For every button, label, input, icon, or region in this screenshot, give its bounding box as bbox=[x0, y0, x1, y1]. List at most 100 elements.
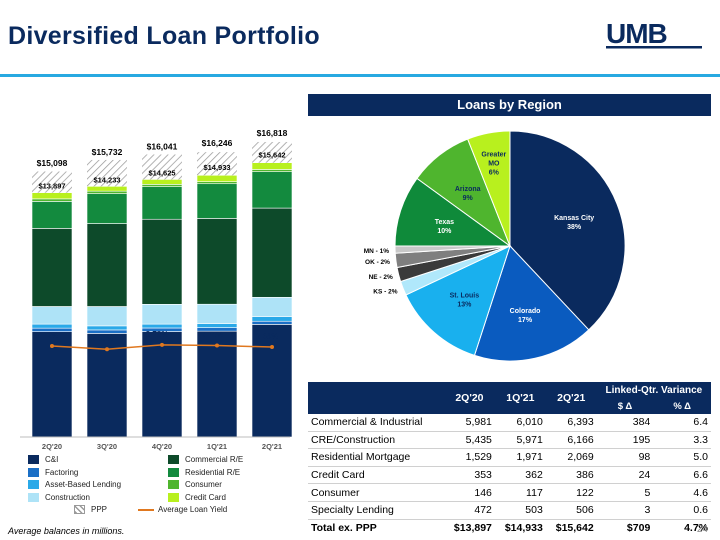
bar-segment-residential-r-e bbox=[251, 171, 293, 209]
pie-slice-kansas-city bbox=[509, 130, 626, 331]
col-dollar-change: $ Δ bbox=[596, 399, 654, 414]
bar-segment-consumer bbox=[251, 169, 293, 172]
bar-segment-credit-card bbox=[141, 179, 183, 185]
pie-small-label: NE - 2% bbox=[369, 274, 393, 281]
bar-ex-ppp-label: $14,625 bbox=[148, 168, 175, 177]
table-cell: 6.4 bbox=[653, 414, 711, 432]
bar-ex-ppp-label: $14,933 bbox=[203, 163, 230, 172]
legend-item: Construction bbox=[28, 492, 90, 504]
row-label: Consumer bbox=[308, 483, 444, 502]
table-cell: 24 bbox=[596, 466, 654, 485]
table-cell: 362 bbox=[494, 466, 546, 485]
table-cell: 146 bbox=[443, 483, 495, 502]
bar-segment-asset-based-lending bbox=[86, 325, 128, 331]
pie-slice-st-louis bbox=[405, 245, 511, 357]
bar-segment-commercial-r-e bbox=[251, 207, 293, 298]
legend-item: Credit Card bbox=[168, 492, 226, 504]
bar-segment-commercial-r-e bbox=[86, 223, 128, 307]
table-header-blank bbox=[308, 382, 444, 414]
col-pct-change: % Δ bbox=[653, 399, 711, 414]
table-cell: 117 bbox=[494, 483, 546, 502]
pie-label: Colorado bbox=[510, 308, 541, 315]
table-row: Commercial & Industrial 5,981 6,010 6,393 38… bbox=[308, 414, 711, 432]
table-cell: 5,435 bbox=[443, 431, 495, 450]
pie-pct: 17% bbox=[518, 317, 533, 324]
page-title: Diversified Loan Portfolio bbox=[8, 22, 320, 50]
pie-label: Arizona bbox=[455, 186, 481, 193]
pie-label: Greater bbox=[481, 151, 506, 158]
bar-segment-commercial-r-e bbox=[196, 218, 238, 305]
x-tick-label: 4Q'20 bbox=[152, 442, 172, 451]
footnote: Average balances in millions. bbox=[8, 526, 125, 536]
bar-segment-asset-based-lending bbox=[251, 316, 293, 322]
row-label: Commercial & Industrial bbox=[308, 414, 444, 432]
table-row: Residential Mortgage 1,529 1,971 2,069 98 5.0 bbox=[308, 448, 711, 467]
table-row: CRE/Construction 5,435 5,971 6,166 195 3.3 bbox=[308, 431, 711, 450]
table-cell: $15,642 bbox=[545, 518, 597, 537]
legend-swatch bbox=[74, 505, 85, 515]
table-cell: 353 bbox=[443, 466, 495, 485]
table-cell: 384 bbox=[596, 414, 654, 432]
legend-item: Commercial R/E bbox=[168, 454, 243, 466]
legend-label: Commercial R/E bbox=[185, 455, 244, 464]
bar-segment-c-i bbox=[196, 330, 238, 438]
table-cell: 1,971 bbox=[494, 448, 546, 467]
bar-segment-asset-based-lending bbox=[31, 323, 73, 329]
table-cell: 98 bbox=[596, 448, 654, 467]
yield-label: 3.75% bbox=[201, 331, 224, 340]
legend-item: Residential R/E bbox=[168, 467, 240, 479]
row-label: Residential Mortgage bbox=[308, 448, 444, 467]
legend-swatch bbox=[168, 455, 179, 465]
yield-label: 3.78% bbox=[146, 330, 169, 339]
logo-text: UMB bbox=[606, 18, 667, 49]
bar-segment-ppp bbox=[252, 141, 292, 163]
x-tick-label: 2Q'20 bbox=[42, 442, 62, 451]
pie-pct: 9% bbox=[463, 195, 474, 202]
bar-segment-credit-card bbox=[196, 174, 238, 182]
bar-segment-ppp bbox=[87, 159, 127, 187]
table-cell: 386 bbox=[545, 466, 597, 485]
pie-small-label: OK - 2% bbox=[365, 259, 390, 266]
table-cell: 2,069 bbox=[545, 448, 597, 467]
bar-segment-ppp bbox=[197, 152, 237, 176]
pie-slice-greater-mo bbox=[467, 130, 511, 247]
row-label: Total ex. PPP bbox=[308, 518, 444, 537]
bar-total-label: $16,818 bbox=[257, 128, 288, 138]
legend-item: PPP bbox=[74, 504, 107, 516]
bar-segment-residential-r-e bbox=[196, 183, 238, 219]
bar-segment-construction bbox=[251, 296, 293, 317]
table-cell: 4.6 bbox=[653, 483, 711, 502]
bar-segment-residential-r-e bbox=[86, 193, 128, 224]
yield-point bbox=[160, 342, 164, 347]
bar-segment-factoring bbox=[86, 329, 128, 334]
table-row: Consumer 146 117 122 5 4.6 bbox=[308, 483, 711, 502]
table-row: Credit Card 353 362 386 24 6.6 bbox=[308, 466, 711, 485]
bar-segment-c-i bbox=[31, 331, 73, 438]
table-cell: 5,971 bbox=[494, 431, 546, 450]
legend-swatch bbox=[28, 455, 39, 465]
legend-label: Credit Card bbox=[185, 492, 226, 502]
legend-swatch bbox=[28, 492, 39, 502]
region-chart-title: Loans by Region bbox=[308, 94, 711, 116]
legend-label: Residential R/E bbox=[185, 467, 241, 477]
pie-pct: 6% bbox=[489, 169, 500, 176]
yield-point bbox=[50, 344, 54, 349]
bar-total-label: $15,732 bbox=[92, 147, 123, 157]
bar-segment-consumer bbox=[86, 190, 128, 194]
table-cell: 1,529 bbox=[443, 448, 495, 467]
col-2q20: 2Q'20 bbox=[443, 382, 495, 414]
table-cell: 5 bbox=[596, 483, 654, 502]
yield-point bbox=[105, 347, 109, 352]
row-label: Specialty Lending bbox=[308, 501, 444, 520]
bar-ex-ppp-label: $14,233 bbox=[93, 175, 120, 184]
legend-swatch bbox=[28, 480, 39, 490]
pie-pct: 13% bbox=[457, 301, 472, 308]
umb-logo: UMB bbox=[606, 18, 702, 49]
legend-label: Asset-Based Lending bbox=[45, 480, 122, 489]
table-cell: $13,897 bbox=[443, 518, 495, 537]
table-cell: 5,981 bbox=[443, 414, 495, 432]
legend-item: Average Loan Yield bbox=[138, 504, 227, 516]
loan-table: 2Q'20 1Q'21 2Q'21 Linked-Qtr. Variance $… bbox=[308, 382, 711, 537]
legend-swatch bbox=[138, 508, 154, 511]
pie-pct: 38% bbox=[567, 224, 582, 231]
